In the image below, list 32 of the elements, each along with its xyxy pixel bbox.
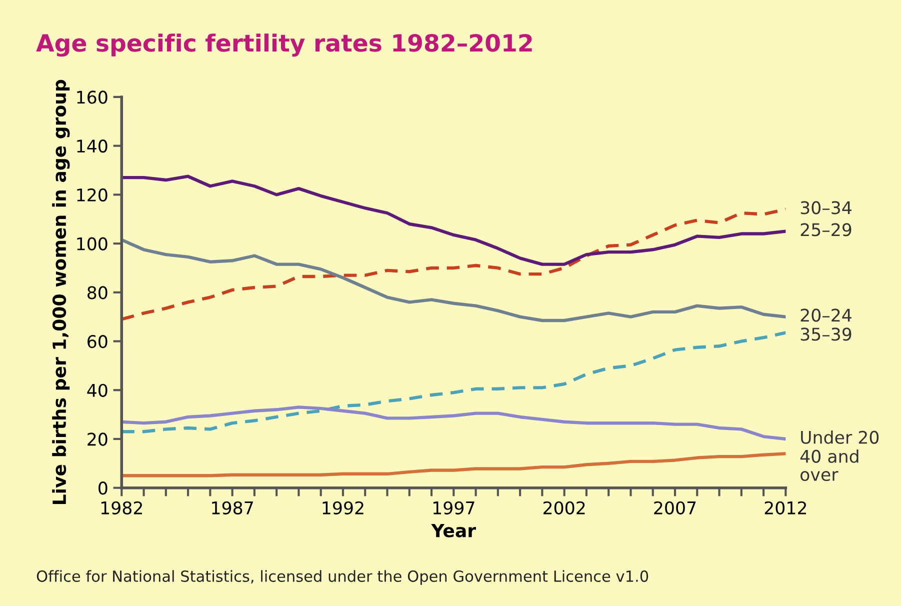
x-axis-title: Year bbox=[431, 524, 476, 538]
y-tick-label: 120 bbox=[77, 188, 108, 202]
y-tick-label: 20 bbox=[88, 432, 108, 446]
y-tick-label: 100 bbox=[77, 237, 108, 250]
x-tick-label: 1987 bbox=[212, 501, 253, 514]
y-tick-label: 140 bbox=[77, 140, 108, 153]
series-label: Under 20 bbox=[801, 430, 879, 444]
y-tick-label: 40 bbox=[87, 384, 108, 397]
series-label: 40 and over bbox=[800, 449, 858, 482]
series-label: 25–29 bbox=[800, 223, 852, 236]
line-series bbox=[122, 174, 786, 266]
x-tick-label: 1982 bbox=[101, 501, 142, 514]
x-tick-label: 1992 bbox=[322, 501, 364, 514]
y-tick-label: 60 bbox=[88, 334, 108, 348]
y-tick-label: 0 bbox=[98, 482, 108, 495]
x-tick-label: 2007 bbox=[654, 501, 696, 514]
line-series bbox=[122, 238, 786, 322]
series-label: 20–24 bbox=[800, 308, 852, 322]
x-tick-label: 1997 bbox=[433, 501, 474, 514]
line-series bbox=[122, 331, 786, 434]
y-axis-title: Live births per 1,000 women in age group bbox=[52, 80, 70, 504]
x-tick-label: 2002 bbox=[544, 501, 585, 514]
line-series bbox=[122, 452, 786, 478]
series-label: 35–39 bbox=[800, 328, 852, 341]
y-tick-label: 80 bbox=[88, 286, 108, 300]
text: Office for National Statistics, licensed under the Open Government Licence v1.0 bbox=[36, 570, 648, 585]
line-series bbox=[122, 406, 786, 441]
series-label: 30–34 bbox=[800, 201, 852, 214]
x-tick-label: 2012 bbox=[764, 501, 806, 514]
line-series bbox=[122, 208, 786, 321]
y-tick-label: 160 bbox=[77, 90, 108, 104]
chart-title: Age specific fertility rates 1982–2012 bbox=[36, 34, 532, 57]
